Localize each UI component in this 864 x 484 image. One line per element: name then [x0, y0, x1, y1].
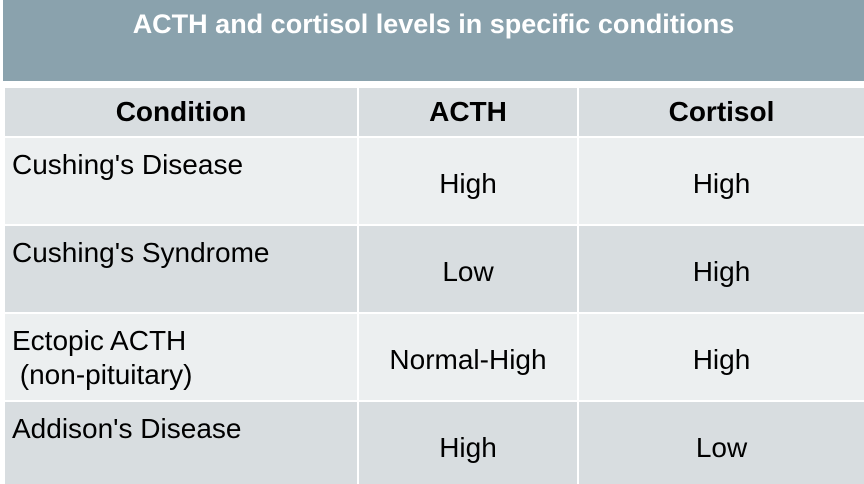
cortisol-cell: Low	[577, 400, 864, 484]
condition-cell: Addison's Disease	[3, 400, 359, 484]
table-row: Cushing's Disease High High	[3, 136, 864, 226]
acth-cell: Low	[357, 224, 579, 314]
condition-subtext: (non-pituitary)	[12, 359, 193, 390]
condition-cell: Ectopic ACTH (non-pituitary)	[3, 312, 359, 402]
acth-cell: High	[357, 136, 579, 226]
table-row: Ectopic ACTH (non-pituitary) Normal-High…	[3, 312, 864, 402]
table-row: Cushing's Syndrome Low High	[3, 224, 864, 314]
column-header-condition: Condition	[3, 86, 359, 138]
header-row: Condition ACTH Cortisol	[3, 86, 864, 138]
slide-title: ACTH and cortisol levels in specific con…	[132, 9, 735, 39]
cortisol-cell: High	[577, 224, 864, 314]
condition-text: Cushing's Disease	[12, 149, 244, 180]
condition-cell: Cushing's Disease	[3, 136, 359, 226]
title-bar: ACTH and cortisol levels in specific con…	[3, 0, 864, 81]
acth-cortisol-table: Condition ACTH Cortisol Cushing's Diseas…	[3, 86, 864, 484]
cortisol-cell: High	[577, 136, 864, 226]
condition-cell: Cushing's Syndrome	[3, 224, 359, 314]
column-header-cortisol: Cortisol	[577, 86, 864, 138]
condition-text: Cushing's Syndrome	[12, 237, 270, 268]
table-row: Addison's Disease High Low	[3, 400, 864, 484]
condition-text: Addison's Disease	[12, 413, 242, 444]
column-header-acth: ACTH	[357, 86, 579, 138]
acth-cell: Normal-High	[357, 312, 579, 402]
acth-cell: High	[357, 400, 579, 484]
cortisol-cell: High	[577, 312, 864, 402]
condition-text: Ectopic ACTH	[12, 325, 187, 356]
